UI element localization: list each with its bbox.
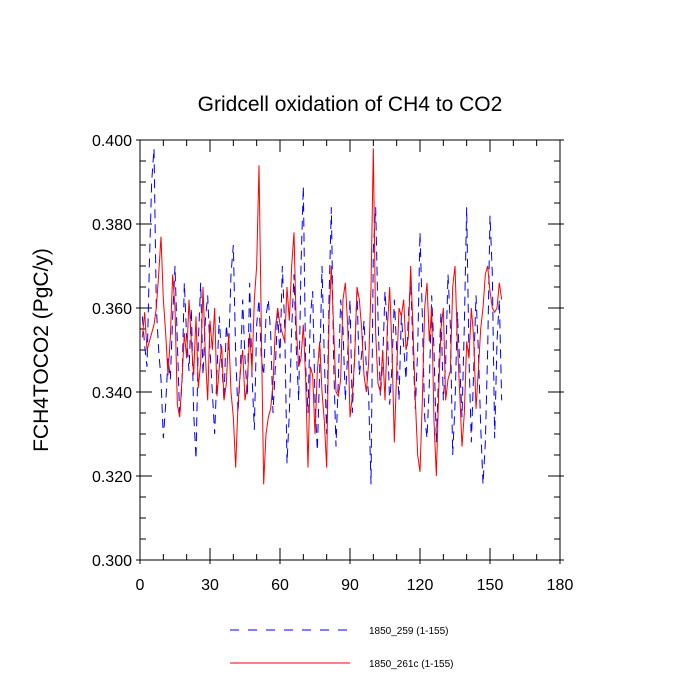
y-tick-label: 0.400 (92, 133, 132, 150)
x-tick-label: 120 (407, 577, 434, 594)
axis-ticks (136, 139, 564, 564)
y-tick-label: 0.380 (92, 217, 132, 234)
y-tick-label: 0.300 (92, 553, 132, 570)
y-tick-label: 0.340 (92, 385, 132, 402)
axis-tick-labels: 0 30 60 90 120 150 180 0.300 0.320 0.340 0.360 0.38… (92, 133, 573, 594)
legend-label-2: 1850_261c (1-155) (369, 659, 454, 670)
legend-label-1: 1850_259 (1-155) (369, 626, 449, 637)
x-tick-label: 90 (341, 577, 359, 594)
x-tick-label: 60 (271, 577, 289, 594)
x-tick-label: 0 (136, 577, 145, 594)
chart-title: Gridcell oxidation of CH4 to CO2 (198, 93, 503, 116)
y-axis-label: FCH4TOCO2 (PgC/y) (30, 248, 53, 452)
series-line-2 (141, 148, 503, 485)
x-tick-label: 30 (201, 577, 219, 594)
series-line-1 (141, 148, 503, 485)
x-tick-label: 180 (547, 577, 574, 594)
x-tick-label: 150 (477, 577, 504, 594)
legend: 1850_259 (1-155) 1850_261c (1-155) (230, 626, 454, 670)
y-tick-label: 0.360 (92, 301, 132, 318)
series-layer (141, 148, 503, 485)
y-tick-label: 0.320 (92, 469, 132, 486)
